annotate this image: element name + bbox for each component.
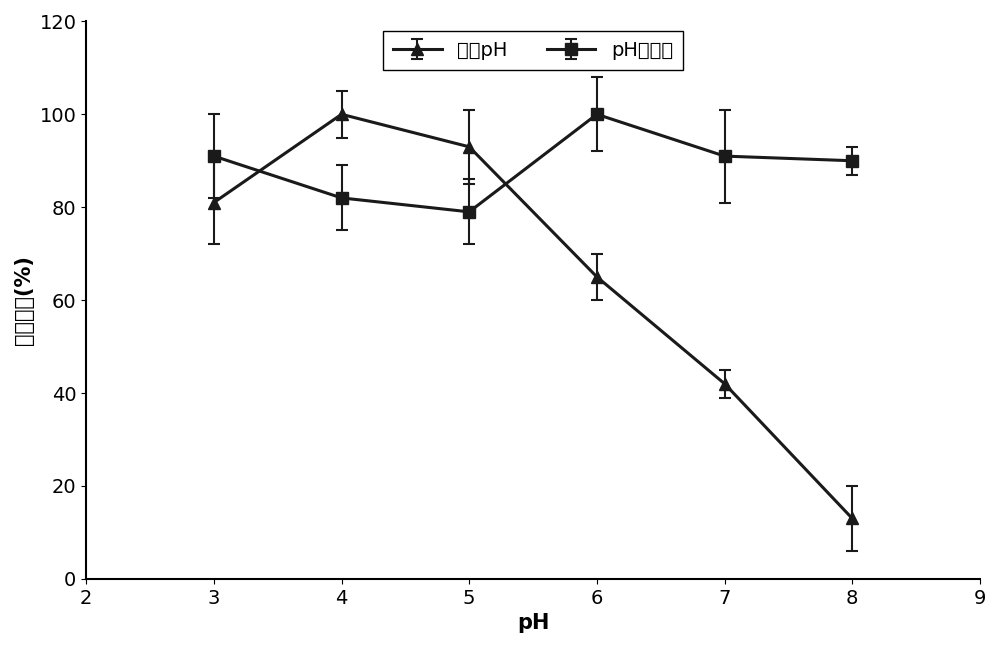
X-axis label: pH: pH (517, 613, 549, 633)
Legend: 最适pH, pH稳定性: 最适pH, pH稳定性 (383, 31, 683, 70)
Y-axis label: 相对酶活(%): 相对酶活(%) (14, 255, 34, 345)
